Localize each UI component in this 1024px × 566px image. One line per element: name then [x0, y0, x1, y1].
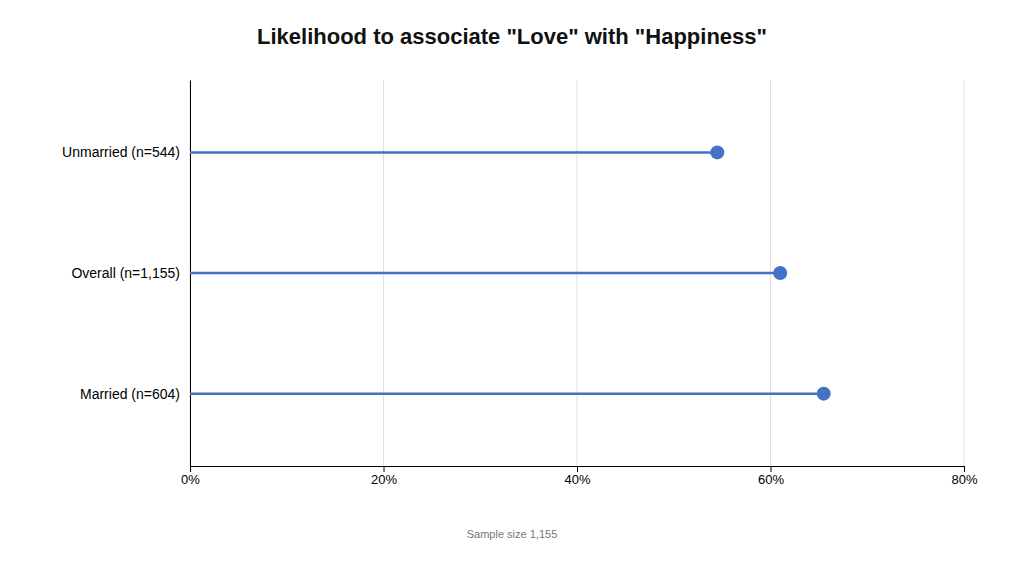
tick-mark — [577, 466, 578, 472]
tick-mark — [964, 466, 965, 472]
tick: Overall (n=1,155) — [71, 265, 180, 281]
category-label: Overall (n=1,155) — [71, 265, 180, 281]
plot: 0% 20% 40% 60% 80% Unmarried (n=544) Overall (… — [62, 80, 978, 487]
lollipop-dot — [773, 266, 787, 280]
tick-mark — [384, 466, 385, 472]
lollipop-stem — [190, 392, 824, 395]
tick-mark — [771, 466, 772, 472]
tick-label: 0% — [181, 472, 200, 487]
tick: Married (n=604) — [80, 386, 180, 402]
tick: 60% — [758, 466, 784, 487]
grid — [190, 80, 964, 466]
title: Likelihood to associate "Love" with "Hap… — [257, 24, 767, 49]
tick: 40% — [564, 466, 590, 487]
marks — [190, 145, 831, 400]
tick-label: 60% — [758, 472, 784, 487]
tick-label: 80% — [951, 472, 977, 487]
category-label: Married (n=604) — [80, 386, 180, 402]
tick-mark — [190, 466, 191, 472]
lollipop-dot — [817, 387, 831, 401]
tick: 20% — [371, 466, 397, 487]
tick-label: 20% — [371, 472, 397, 487]
tick-label: 40% — [564, 472, 590, 487]
footnote: Sample size 1,155 — [467, 528, 558, 540]
y-axis: Unmarried (n=544) Overall (n=1,155) Marrie… — [62, 81, 190, 467]
tick: 80% — [951, 466, 977, 487]
axis-line — [191, 467, 965, 473]
tick: Unmarried (n=544) — [62, 144, 180, 160]
grid-line — [964, 80, 965, 466]
chart: 0% 20% 40% 60% 80% Unmarried (n=544) Overall (… — [0, 0, 1024, 566]
lollipop-dot — [710, 145, 724, 159]
tick: 0% — [181, 466, 200, 487]
lollipop-stem — [190, 272, 780, 275]
category-label: Unmarried (n=544) — [62, 144, 180, 160]
x-axis: 0% 20% 40% 60% 80% — [181, 466, 978, 487]
lollipop-stem — [190, 151, 717, 154]
